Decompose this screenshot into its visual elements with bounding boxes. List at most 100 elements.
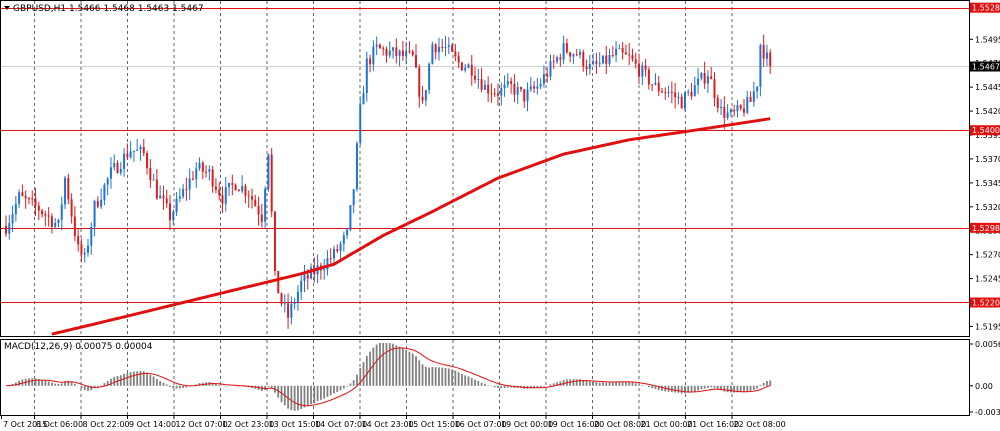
candle-body [493, 93, 496, 95]
candle-body [283, 303, 286, 305]
candle-body [333, 248, 335, 259]
candle-body [270, 154, 273, 212]
candle-body [100, 199, 103, 207]
price-tick-label: 1.5420 [975, 107, 1000, 116]
candle-body [83, 252, 86, 255]
candle-body [87, 245, 89, 253]
candle-body [293, 302, 296, 304]
candle-body [251, 196, 253, 200]
candle-body [395, 47, 398, 56]
macd-panel: MACD(12,26,9) 0.00075 0.00004 [0, 339, 970, 416]
candle-body [323, 269, 326, 271]
time-tick-label: 12 Oct 23:00 [222, 420, 274, 429]
candle-body [336, 248, 339, 251]
candle-body [244, 186, 247, 196]
candle-body [454, 51, 457, 57]
candle-body [729, 109, 732, 113]
candle-body [654, 82, 657, 85]
candle-body [126, 153, 129, 158]
candle-body [77, 235, 80, 245]
candle-body [146, 153, 149, 168]
candle-body [214, 186, 217, 190]
price-axis: 1.54951.54701.54451.54201.53951.53701.53… [969, 2, 1000, 331]
macd-axis: 0.00562 0.00 -0.00344 [969, 340, 1000, 417]
candle-body [398, 50, 401, 56]
candle-body [50, 216, 53, 227]
candle-body [362, 93, 365, 105]
candle-body [749, 97, 752, 102]
candle-body [221, 195, 224, 204]
price-tick-label: 1.5495 [975, 35, 1000, 44]
candle-body [27, 198, 30, 200]
candle-body [697, 78, 700, 86]
candle-body [631, 55, 634, 60]
candle-body [579, 52, 581, 56]
candle-body [762, 45, 765, 59]
candle-body [208, 169, 211, 172]
time-tick-label: 21 Oct 00:00 [641, 420, 693, 429]
candle-body [611, 55, 614, 57]
candle-body [31, 198, 34, 200]
price-tick-label: 1.5345 [975, 179, 1000, 188]
candle-body [296, 291, 299, 303]
candle-body [310, 267, 313, 279]
candle-body [260, 214, 263, 222]
candle-body [480, 79, 483, 90]
candle-body [14, 203, 17, 215]
candle-body [641, 65, 644, 77]
candle-body [73, 216, 76, 236]
candle-body [533, 86, 536, 89]
candle-body [418, 67, 421, 97]
candle-body [123, 153, 126, 169]
candle-body [388, 50, 391, 56]
candle-body [195, 168, 198, 180]
candle-body [457, 56, 460, 63]
candle-body [152, 179, 155, 181]
candle-body [647, 69, 650, 85]
time-tick-label: 13 Oct 15:00 [269, 420, 321, 429]
candle-body [326, 258, 329, 270]
time-tick-label: 12 Oct 07:00 [176, 420, 228, 429]
collapse-triangle-icon[interactable] [4, 6, 10, 10]
candle-body [615, 48, 618, 56]
time-tick-label: 9 Oct 14:00 [129, 420, 176, 429]
candle-body [165, 198, 168, 204]
candle-body [264, 188, 267, 222]
candle-body [733, 109, 736, 112]
candle-body [526, 89, 529, 102]
candle-body [247, 195, 250, 197]
candle-body [182, 188, 185, 197]
candle-body [575, 54, 578, 56]
price-tick-label: 1.5395 [975, 131, 1000, 140]
candle-body [24, 195, 27, 199]
candle-body [175, 198, 178, 212]
candle-body [598, 63, 601, 65]
candle-body [342, 235, 345, 244]
candle-body [277, 271, 280, 294]
candle-body [559, 57, 562, 60]
candle-body [11, 214, 14, 224]
candle-body [172, 211, 175, 221]
candle-body [539, 84, 542, 87]
candle-body [90, 226, 93, 246]
candle-body [477, 79, 480, 81]
candle-body [18, 192, 21, 204]
candle-body [369, 58, 372, 65]
candle-body [44, 214, 47, 216]
current-price-text: 1.5467 [972, 63, 1000, 72]
candle-body [674, 92, 677, 98]
candle-body [736, 105, 739, 112]
time-tick-label: 8 Oct 22:00 [83, 420, 130, 429]
candle-body [385, 49, 388, 56]
candle-body [169, 203, 171, 221]
candle-body [106, 178, 109, 185]
candle-body [460, 62, 463, 71]
candle-body [470, 64, 473, 76]
candle-body [713, 79, 716, 98]
candle-body [441, 46, 444, 48]
time-tick-label: 19 Oct 16:00 [548, 420, 600, 429]
candle-body [290, 303, 293, 318]
candle-body [421, 96, 424, 101]
candle-body [739, 105, 742, 109]
